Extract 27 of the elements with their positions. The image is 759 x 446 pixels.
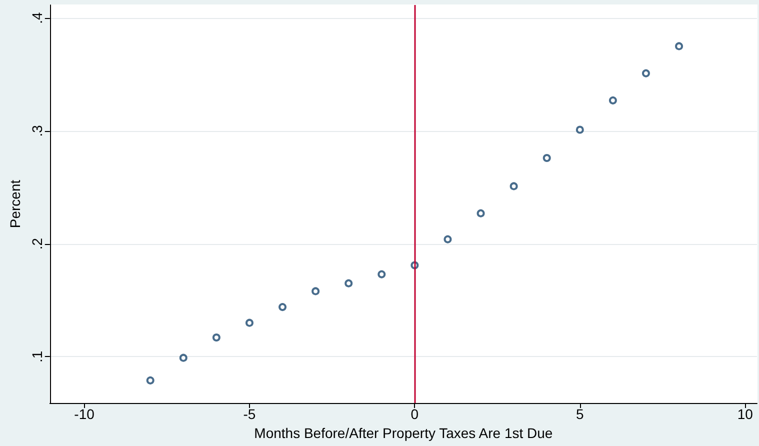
y-tick-label: .4: [28, 12, 45, 24]
x-tick-label: 10: [737, 406, 754, 422]
x-tick-label: -5: [243, 406, 256, 422]
point: [510, 182, 518, 190]
point: [179, 354, 188, 362]
x-tick-label: -10: [74, 406, 95, 422]
point: [542, 154, 551, 162]
x-tick-label: 0: [410, 406, 419, 422]
point: [576, 126, 584, 134]
point: [245, 318, 254, 327]
point: [146, 376, 154, 384]
x-tick-label: 5: [576, 406, 584, 422]
point: [608, 96, 617, 104]
y-tick-label: .1: [28, 350, 45, 363]
point: [378, 270, 386, 278]
point: [212, 334, 220, 342]
y-tick-label: .2: [28, 238, 45, 250]
point: [444, 235, 452, 244]
y-tick-label: .3: [28, 124, 45, 137]
point: [675, 42, 684, 50]
point: [312, 287, 320, 296]
point: [476, 209, 485, 218]
x-axis-title: Months Before/After Property Taxes Are 1st Due: [254, 424, 553, 441]
point: [278, 303, 287, 312]
y-axis-title: Percent: [7, 180, 23, 228]
point: [344, 279, 353, 288]
point: [642, 69, 650, 78]
